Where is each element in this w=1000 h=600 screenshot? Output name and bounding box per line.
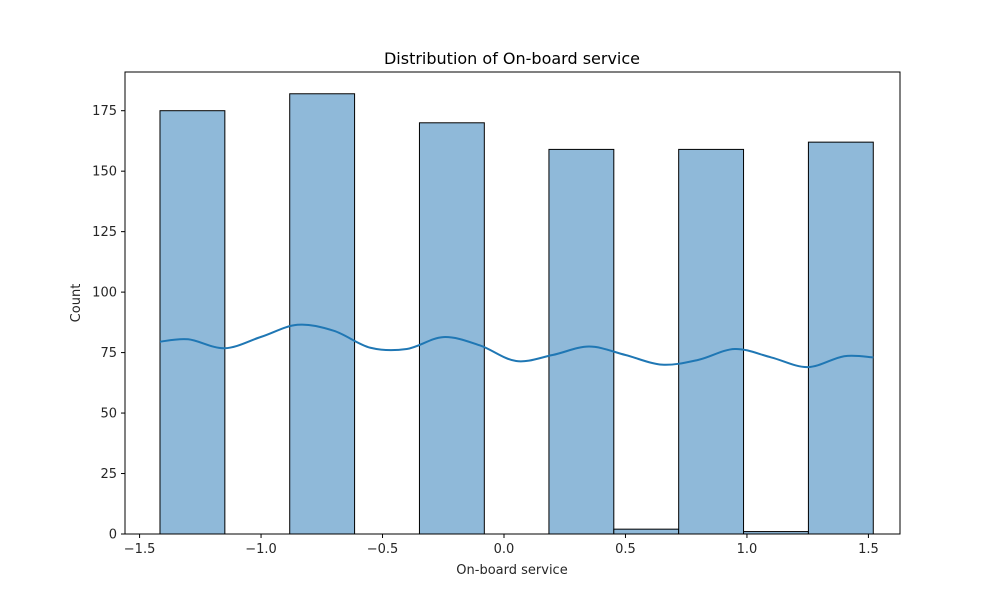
histogram-bar	[418, 122, 485, 535]
x-tick-label: −1.0	[245, 542, 277, 557]
histogram-bar	[289, 93, 356, 535]
histogram-bar	[159, 110, 226, 535]
y-tick-label: 25	[100, 467, 117, 482]
plot-frame	[124, 71, 901, 535]
y-axis-label: Count	[69, 284, 84, 323]
x-tick-label: 0.0	[494, 542, 515, 557]
y-tick-label: 175	[92, 104, 117, 119]
kde-line	[159, 323, 874, 369]
histogram-bar	[807, 141, 874, 535]
y-tick-label: 75	[100, 346, 117, 361]
kde-group	[159, 323, 874, 369]
y-tick-label: 50	[100, 407, 117, 422]
x-tick-label: 1.5	[858, 542, 879, 557]
chart-title: Distribution of On-board service	[384, 49, 640, 68]
y-tick-label: 125	[92, 225, 117, 240]
x-axis: −1.5 −1.0 −0.5 0.0 0.5 1.0 1.5	[124, 534, 879, 557]
y-tick-label: 100	[92, 286, 117, 301]
y-tick-label: 150	[92, 165, 117, 180]
x-tick-label: 1.0	[737, 542, 758, 557]
histogram-bar	[678, 148, 745, 535]
x-tick-label: −0.5	[367, 542, 399, 557]
x-axis-label: On-board service	[456, 563, 567, 578]
y-axis: 0 25 50 75 100 125 150 175	[92, 104, 125, 543]
y-tick-label: 0	[109, 528, 117, 543]
x-tick-label: 0.5	[615, 542, 636, 557]
bars-group	[159, 93, 874, 535]
x-tick-label: −1.5	[124, 542, 156, 557]
histogram-bar	[613, 528, 680, 535]
histogram-bar	[548, 148, 615, 535]
